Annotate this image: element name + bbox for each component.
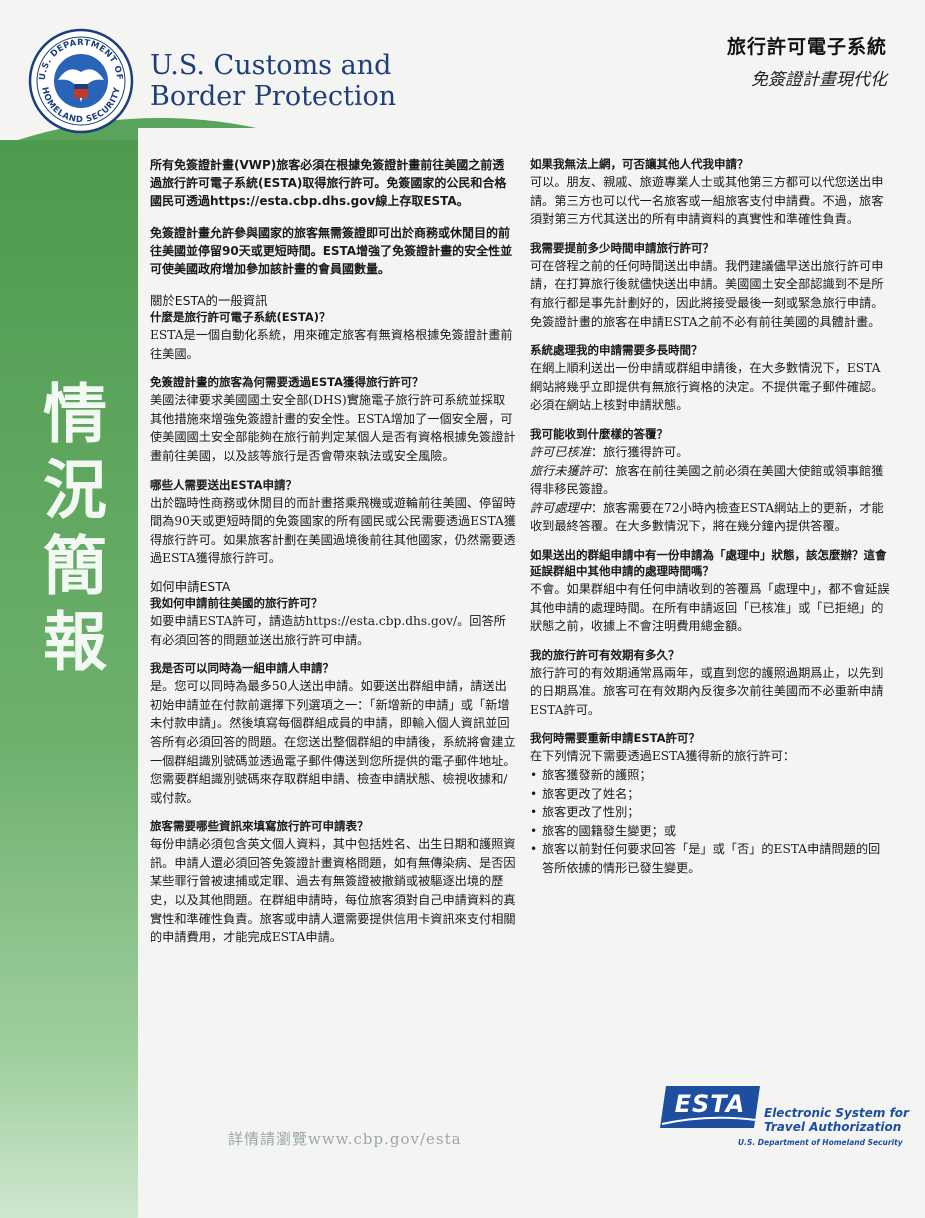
- question: 哪些人需要送出ESTA申請？: [150, 477, 297, 492]
- esta-badge-icon: [660, 1086, 760, 1128]
- response-pending: 許可處理中：旅客需要在72小時內檢查ESTA網站上的更新，才能收到最終答覆。在大…: [530, 499, 892, 536]
- question: 我可能收到什麼樣的答覆？: [530, 426, 668, 441]
- question: 如果送出的群組申請中有一份申請為「處理中」狀態，該怎麼辦？這會延誤群組中其他申請…: [530, 547, 887, 578]
- answer: 可以。朋友、親戚、旅遊專業人士或其他第三方都可以代您送出申請。第三方也可以代一名…: [530, 175, 884, 227]
- response-label: 許可已核准: [530, 444, 591, 459]
- response-denied: 旅行未獲許可：旅客在前往美國之前必須在美國大使館或領事館獲得非移民簽證。: [530, 462, 892, 499]
- agency-line-2: Border Protection: [150, 81, 397, 112]
- list-item: 旅客的國籍發生變更；或: [530, 822, 892, 841]
- list-item: 旅客以前對任何要求回答「是」或「否」的ESTA申請問題的回答所依據的情形已發生變…: [530, 840, 892, 877]
- esta-name-line-1: Electronic System for: [764, 1106, 909, 1120]
- question: 如果我無法上網，可否讓其他人代我申請？: [530, 157, 749, 171]
- response-text: ：旅行獲得許可。: [590, 444, 689, 459]
- list-item: 旅客獲發新的護照；: [530, 766, 892, 785]
- answer: 是。您可以同時為最多50人送出申請。如要送出群組申請，請送出初始申請並在付款前選…: [150, 679, 516, 805]
- question: 我的旅行許可有效期有多久？: [530, 647, 680, 662]
- question: 系統處理我的申請需要多長時間？: [530, 343, 703, 358]
- system-title-block: 旅行許可電子系統 免簽證計畫現代化: [727, 32, 887, 90]
- response-label: 旅行未獲許可: [530, 463, 604, 478]
- dhs-seal-icon: U.S. DEPARTMENT OF HOMELAND SECURITY: [28, 28, 134, 134]
- content-background: [138, 128, 925, 1218]
- answer: 不會。如果群組中有任何申請收到的答覆爲「處理中」，都不會延誤其他申請的處理時間。…: [530, 581, 890, 634]
- answer: 在下列情況下需要透過ESTA獲得新的旅行許可：: [530, 749, 796, 764]
- footer-more-info: 詳情請瀏覽www.cbp.gov/esta: [228, 1130, 462, 1148]
- question: 我何時需要重新申請ESTA許可？: [530, 731, 700, 746]
- esta-logo-text: ESTA: [674, 1090, 746, 1118]
- response-label: 許可處理中: [530, 500, 591, 515]
- intro-paragraph-2: 免簽證計畫允許參與國家的旅客無需簽證即可出於商務或休閒目的前往美國並停留90天或…: [150, 226, 513, 276]
- intro-paragraph-1: 所有免簽證計畫(VWP)旅客必須在根據免簽證計畫前往美國之前透過旅行許可電子系統…: [150, 158, 507, 208]
- question: 我需要提前多少時間申請旅行許可？: [530, 240, 714, 255]
- answer: ESTA是一個自動化系統，用來確定旅客有無資格根據免簽證計畫前往美國。: [150, 328, 513, 361]
- question: 旅客需要哪些資訊來填寫旅行許可申請表？: [150, 819, 369, 834]
- answer: 可在啓程之前的任何時間送出申請。我們建議儘早送出旅行許可申請，在打算旅行後就儘快…: [530, 258, 884, 329]
- question: 我如何申請前往美國的旅行許可？: [150, 595, 323, 610]
- esta-name-line-2: Travel Authorization: [764, 1120, 902, 1134]
- answer: 出於臨時性商務或休閒目的而計畫搭乘飛機或遊輪前往美國、停留時間為90天或更短時間…: [150, 495, 516, 566]
- esta-dhs-label: U.S. Department of Homeland Security: [738, 1138, 903, 1147]
- agency-line-1: U.S. Customs and: [150, 50, 392, 81]
- answer: 美國法律要求美國國土安全部(DHS)實施電子旅行許可系統並採取其他措施來增強免簽…: [150, 393, 516, 463]
- list-item: 旅客更改了姓名；: [530, 785, 892, 804]
- section-heading-general: 關於ESTA的一般資訊: [150, 293, 268, 308]
- sidebar-title: 情況簡報: [32, 380, 106, 684]
- response-text: ：旅客在前往美國之前必須在美國大使館或領事館獲得非移民簽證。: [530, 463, 884, 497]
- esta-full-name: Electronic System for Travel Authorizati…: [764, 1106, 909, 1134]
- answer: 在網上順利送出一份申請或群組申請後，在大多數情況下，ESTA網站將幾乎立即提供有…: [530, 361, 884, 413]
- right-column: 如果我無法上網，可否讓其他人代我申請？ 可以。朋友、親戚、旅遊專業人士或其他第三…: [530, 156, 892, 878]
- answer: 旅行許可的有效期通常爲兩年，或直到您的護照過期爲止，以先到的日期爲准。旅客可在有…: [530, 665, 884, 717]
- agency-name: U.S. Customs and Border Protection: [150, 50, 396, 112]
- question: 我是否可以同時為一組申請人申請？: [150, 661, 334, 676]
- question: 免簽證計畫的旅客為何需要透過ESTA獲得旅行許可？: [150, 375, 424, 390]
- esta-logo: ESTA Electronic System for Travel Author…: [658, 1080, 909, 1150]
- system-title: 旅行許可電子系統: [726, 36, 887, 58]
- side-green-band: [0, 140, 138, 1218]
- list-item: 旅客更改了性別；: [530, 803, 892, 822]
- response-text: ：旅客需要在72小時內檢查ESTA網站上的更新，才能收到最終答覆。在大多數情況下…: [530, 500, 884, 534]
- left-column: 所有免簽證計畫(VWP)旅客必須在根據免簽證計畫前往美國之前透過旅行許可電子系統…: [150, 156, 516, 947]
- answer: 如要申請ESTA許可，請造訪https://esta.cbp.dhs.gov/。…: [150, 613, 506, 647]
- question: 什麼是旅行許可電子系統(ESTA)？: [150, 310, 331, 324]
- answer: 每份申請必須包含英文個人資料，其中包括姓名、出生日期和護照資訊。申請人還必須回答…: [150, 837, 516, 945]
- response-approved: 許可已核准：旅行獲得許可。: [530, 443, 892, 462]
- section-heading-apply: 如何申請ESTA: [150, 578, 231, 594]
- system-subtitle: 免簽證計畫現代化: [751, 70, 887, 90]
